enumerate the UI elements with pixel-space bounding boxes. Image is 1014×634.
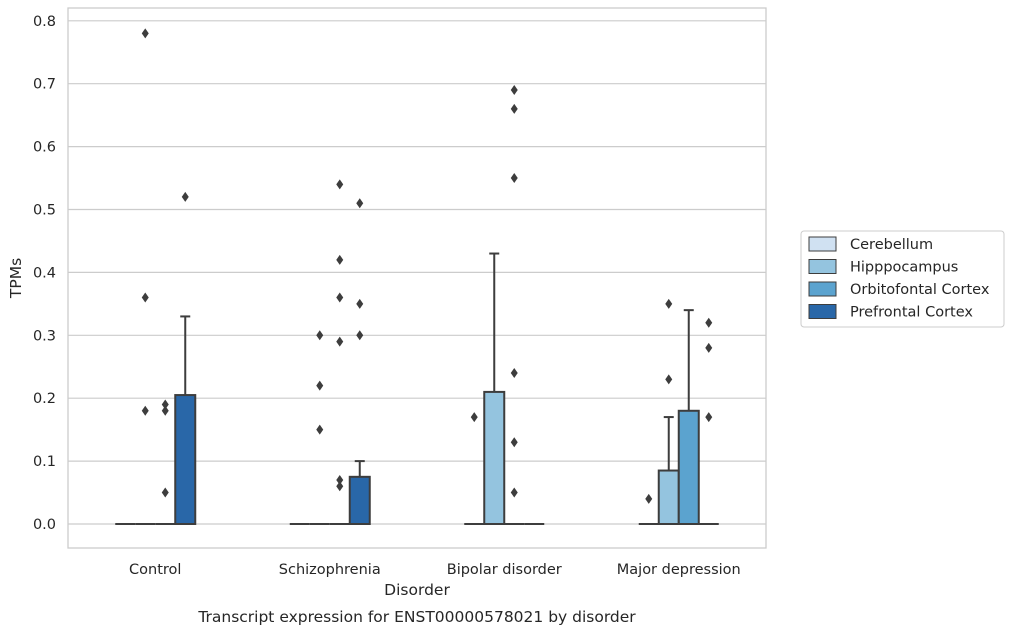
outlier-point (645, 493, 653, 504)
box-iqr (483, 390, 506, 525)
y-axis-ticks: 0.0 0.1 0.2 0.3 0.4 0.5 0.6 0.7 0.8 (33, 14, 56, 533)
legend: Cerebellum Hipppocampus Orbitofontal Corte… (800, 230, 1005, 328)
outlier-point (470, 412, 478, 423)
box-cerebellum (638, 493, 659, 525)
outlier-point (141, 405, 149, 416)
x-tick-label: Major depression (617, 562, 741, 578)
box-hipppocampus (135, 28, 156, 525)
legend-swatch (808, 304, 837, 319)
outlier-point (336, 336, 344, 347)
outlier-point (356, 198, 364, 209)
x-tick-label: Bipolar disorder (447, 562, 562, 578)
legend-swatch (808, 281, 837, 297)
box-orbitofontal-cortex (155, 399, 176, 525)
legend-swatch (808, 259, 837, 274)
gridlines (68, 20, 766, 525)
outlier-point (161, 399, 169, 410)
legend-label: Prefrontal Cortex (850, 305, 973, 321)
outlier-point (705, 342, 713, 353)
outlier-point (356, 330, 364, 341)
y-tick-label: 0.7 (33, 77, 56, 93)
outlier-point (316, 380, 324, 391)
outlier-point (336, 481, 344, 492)
outlier-point (181, 191, 189, 202)
outlier-point (510, 437, 518, 448)
x-tick-label: Control (129, 562, 181, 578)
box-hipppocampus (309, 330, 330, 525)
chart-caption: Transcript expression for ENST0000057802… (197, 608, 636, 626)
outlier-point (510, 368, 518, 379)
box-orbitofontal-cortex (329, 179, 350, 525)
box-iqr (677, 409, 700, 525)
box-orbitofontal-cortex (504, 84, 525, 525)
outlier-point (510, 84, 518, 95)
box-prefrontal-cortex (698, 317, 719, 525)
outlier-point (665, 374, 673, 385)
y-tick-label: 0.4 (33, 265, 56, 281)
boxes (115, 28, 719, 526)
outlier-point (141, 292, 149, 303)
outlier-point (141, 28, 149, 39)
y-tick-label: 0.1 (33, 454, 56, 470)
legend-label: Cerebellum (850, 237, 933, 253)
outlier-point (356, 298, 364, 309)
y-tick-label: 0.5 (33, 203, 56, 219)
outlier-point (336, 179, 344, 190)
box-cerebellum (464, 412, 485, 525)
outlier-point (316, 330, 324, 341)
outlier-point (161, 405, 169, 416)
legend-label: Orbitofontal Cortex (850, 282, 990, 298)
plot-area-frame (67, 7, 767, 549)
outlier-point (316, 424, 324, 435)
x-axis-ticks: Control Schizophrenia Bipolar disorder Majo… (129, 562, 741, 578)
outlier-point (336, 292, 344, 303)
y-tick-label: 0.8 (33, 14, 56, 30)
y-tick-label: 0.6 (33, 140, 56, 156)
box-hipppocampus (657, 298, 680, 526)
legend-label: Hipppocampus (850, 260, 958, 276)
legend-swatch (808, 236, 837, 252)
box-prefrontal-cortex (348, 198, 371, 526)
outlier-point (705, 317, 713, 328)
y-axis-label: TPMs (7, 258, 25, 299)
y-tick-label: 0.3 (33, 328, 56, 344)
box-prefrontal-cortex (174, 191, 197, 525)
x-tick-label: Schizophrenia (279, 562, 381, 578)
x-axis-label: Disorder (384, 581, 450, 599)
y-tick-label: 0.0 (33, 517, 56, 533)
y-tick-label: 0.2 (33, 391, 56, 407)
outlier-point (510, 173, 518, 184)
outlier-point (510, 103, 518, 114)
outlier-point (161, 487, 169, 498)
outlier-point (336, 474, 344, 485)
box-iqr (348, 475, 371, 526)
box-hipppocampus (483, 252, 506, 525)
outlier-point (665, 298, 673, 309)
box-iqr (657, 469, 680, 526)
outlier-point (510, 487, 518, 498)
outlier-point (336, 254, 344, 265)
legend-frame (800, 230, 1005, 328)
outlier-point (705, 412, 713, 423)
box-iqr (174, 394, 197, 525)
box-orbitofontal-cortex (677, 309, 700, 525)
